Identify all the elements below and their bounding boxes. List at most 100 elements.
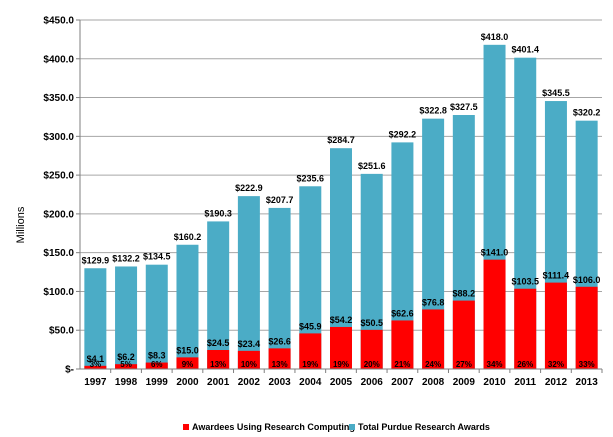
- data-label-total-2010: $418.0: [481, 32, 509, 42]
- data-label-total-2012: $345.5: [542, 88, 570, 98]
- bar-awardees-1999: [145, 362, 168, 369]
- x-tick-label-2008: 2008: [422, 377, 445, 388]
- y-tick-label: $50.0: [49, 326, 74, 337]
- bar-total-2001: [207, 221, 230, 369]
- y-tick-label: $450.0: [43, 16, 74, 27]
- x-tick-label-2009: 2009: [453, 377, 476, 388]
- percent-label-2005: 19%: [333, 360, 349, 369]
- x-tick-label-2013: 2013: [576, 377, 599, 388]
- data-label-awardees-2011: $103.5: [511, 277, 539, 287]
- data-label-total-2005: $284.7: [327, 135, 355, 145]
- x-tick-label-2002: 2002: [238, 377, 261, 388]
- data-label-total-1999: $134.5: [143, 252, 171, 262]
- bar-total-2003: [268, 207, 291, 369]
- data-label-awardees-2000: $15.0: [176, 345, 199, 355]
- data-label-total-2009: $327.5: [450, 102, 478, 112]
- bar-awardees-2005: [330, 326, 352, 369]
- bar-awardees-2007: [391, 320, 414, 369]
- data-label-total-2006: $251.6: [358, 161, 386, 171]
- bar-awardees-1998: [115, 364, 138, 369]
- data-label-awardees-2001: $24.5: [207, 338, 230, 348]
- y-tick-label: $350.0: [43, 93, 74, 104]
- x-tick-label-2003: 2003: [268, 377, 291, 388]
- bar-awardees-2000: [176, 357, 199, 369]
- data-label-total-2002: $222.9: [235, 183, 263, 193]
- data-label-total-1997: $129.9: [82, 255, 110, 265]
- data-label-total-2011: $401.4: [511, 45, 539, 55]
- data-label-awardees-1998: $6.2: [117, 352, 135, 362]
- x-tick-label-2010: 2010: [483, 377, 506, 388]
- percent-label-1998: 5%: [120, 360, 132, 369]
- x-tick-label-1997: 1997: [84, 377, 107, 388]
- y-tick-label: $200.0: [43, 209, 74, 220]
- data-label-awardees-2007: $62.6: [391, 308, 414, 318]
- percent-label-2001: 13%: [210, 360, 226, 369]
- percent-label-2003: 13%: [272, 360, 288, 369]
- percent-label-1999: 6%: [151, 360, 163, 369]
- x-tick-label-2007: 2007: [391, 377, 414, 388]
- x-tick-label-2011: 2011: [514, 377, 536, 388]
- bar-total-2008: [422, 118, 445, 369]
- bar-awardees-2013: [575, 286, 598, 369]
- percent-label-2010: 34%: [487, 360, 503, 369]
- x-tick-label-2001: 2001: [207, 377, 230, 388]
- data-label-total-2003: $207.7: [266, 195, 294, 205]
- y-tick-label: $300.0: [43, 132, 74, 143]
- data-label-awardees-2010: $141.0: [481, 248, 509, 258]
- percent-label-2006: 20%: [364, 360, 380, 369]
- y-tick-label: $100.0: [43, 287, 74, 298]
- x-tick-label-1998: 1998: [115, 377, 138, 388]
- percent-label-2004: 19%: [302, 360, 318, 369]
- bar-awardees-2008: [422, 309, 445, 369]
- data-label-total-2000: $160.2: [174, 232, 202, 242]
- bar-total-2006: [360, 173, 383, 369]
- data-label-total-2007: $292.2: [389, 129, 417, 139]
- bar-awardees-2001: [207, 349, 230, 369]
- bar-awardees-2003: [268, 348, 291, 369]
- data-label-awardees-2003: $26.6: [268, 336, 291, 346]
- percent-label-2012: 32%: [548, 360, 564, 369]
- percent-label-2000: 9%: [182, 360, 194, 369]
- data-label-awardees-2004: $45.9: [299, 321, 322, 331]
- data-label-awardees-2013: $106.0: [573, 275, 601, 285]
- x-tick-label-2000: 2000: [176, 377, 199, 388]
- bar-total-2002: [237, 196, 260, 369]
- percent-label-1997: 3%: [90, 360, 102, 369]
- bar-awardees-2004: [299, 333, 322, 369]
- legend-label-awardees: Awardees Using Research Computing: [192, 422, 355, 432]
- y-axis-title: Millions: [15, 206, 27, 243]
- y-tick-label: $250.0: [43, 171, 74, 182]
- bar-awardees-1997: [84, 365, 107, 369]
- data-label-total-2001: $190.3: [204, 208, 232, 218]
- x-tick-label-2006: 2006: [361, 377, 384, 388]
- x-tick-label-1999: 1999: [146, 377, 169, 388]
- x-tick-label-2012: 2012: [545, 377, 568, 388]
- bar-total-2000: [176, 244, 199, 369]
- legend-label-total: Total Purdue Research Awards: [358, 422, 490, 432]
- bar-total-1997: [84, 268, 107, 369]
- bar-awardees-2010: [483, 259, 506, 369]
- legend: Awardees Using Research Computing Total …: [183, 422, 490, 432]
- y-tick-label: $400.0: [43, 54, 74, 65]
- y-tick-label: $150.0: [43, 248, 74, 259]
- data-label-awardees-1999: $8.3: [148, 351, 166, 361]
- data-label-total-2013: $320.2: [573, 108, 601, 118]
- data-labels: $129.9 $4.13% $132.2 $6.25% $134.5 $8.36% $160…: [82, 32, 601, 369]
- legend-swatch-total: [349, 424, 355, 430]
- percent-label-2009: 27%: [456, 360, 472, 369]
- data-label-awardees-2012: $111.4: [543, 271, 570, 281]
- data-label-awardees-2002: $23.4: [238, 339, 261, 349]
- bars: [84, 44, 598, 369]
- bar-total-2004: [299, 186, 322, 369]
- percent-label-2007: 21%: [394, 360, 410, 369]
- bar-total-2005: [330, 148, 352, 369]
- bar-total-1999: [145, 264, 168, 369]
- data-label-awardees-2005: $54.2: [330, 315, 353, 325]
- data-label-awardees-2008: $76.8: [422, 297, 445, 307]
- x-tick-label-2004: 2004: [299, 377, 322, 388]
- data-label-total-2008: $322.8: [419, 106, 447, 116]
- x-tick-label-2005: 2005: [330, 377, 353, 388]
- data-label-awardees-2009: $88.2: [453, 289, 476, 299]
